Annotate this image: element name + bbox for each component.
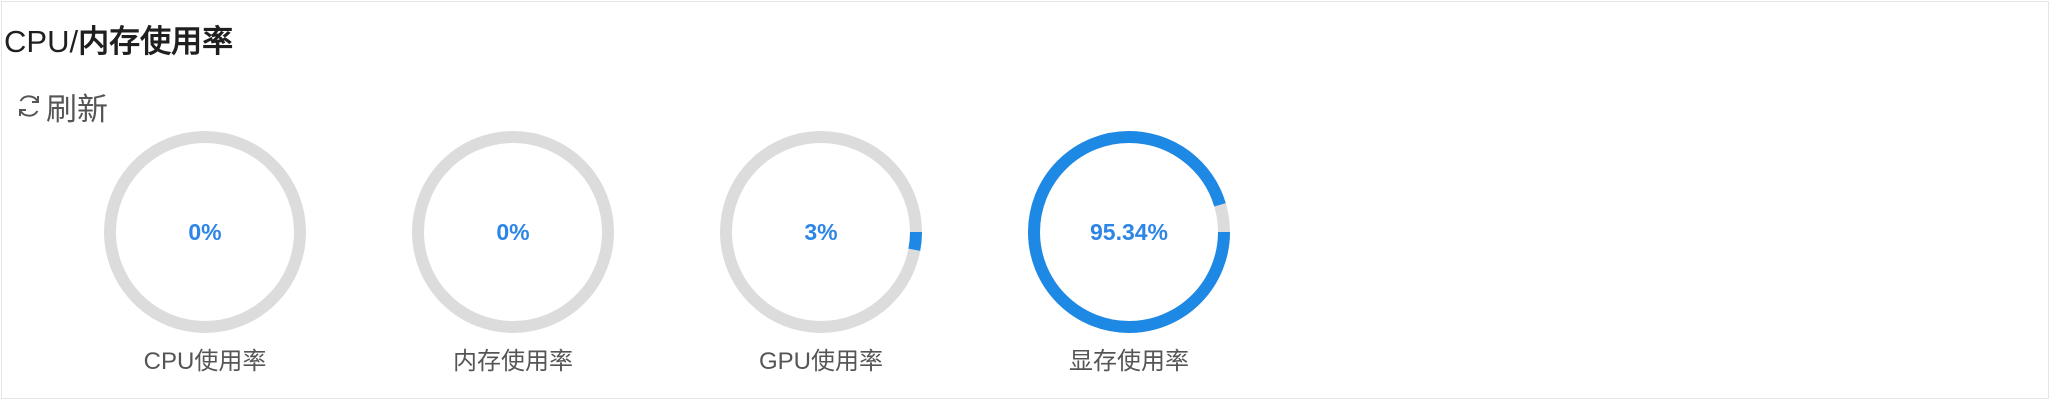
- gauge-gpu: 3% GPU使用率: [716, 127, 926, 375]
- gauge-label: CPU使用率: [143, 348, 267, 375]
- panel-title: CPU/内存使用率: [4, 16, 233, 61]
- gauge-memory: 0% 内存使用率: [408, 127, 618, 375]
- panel-title-prefix: CPU/: [4, 24, 79, 59]
- gauge-vram-ring: 95.34%: [1028, 131, 1230, 333]
- gauge-label: GPU使用率: [758, 348, 883, 375]
- gauge-cpu: 0% CPU使用率: [100, 127, 310, 375]
- gauge-label: 显存使用率: [1069, 348, 1189, 375]
- refresh-label: 刷新: [46, 91, 108, 127]
- gauge-value-text: 0%: [496, 219, 529, 245]
- gauge-vram: 95.34% 显存使用率: [1024, 127, 1234, 375]
- gauge-fill-arc: [1028, 131, 1230, 333]
- gauge-value-text: 0%: [188, 219, 221, 245]
- usage-panel: CPU/内存使用率 刷新 0% CPU使用率 0% 内存使用率 3%: [1, 1, 2049, 399]
- gauge-fill-arc: [720, 131, 922, 333]
- refresh-icon: [19, 95, 39, 117]
- panel-title-text: 内存使用率: [78, 24, 234, 59]
- gauge-value-text: 95.34%: [1090, 219, 1168, 245]
- gauge-gpu-ring: 3%: [720, 131, 922, 333]
- gauge-cpu-ring: 0%: [104, 131, 306, 333]
- refresh-button[interactable]: 刷新: [14, 86, 108, 127]
- gauge-label: 内存使用率: [453, 348, 573, 375]
- gauge-track: [412, 131, 614, 333]
- gauge-value-text: 3%: [804, 219, 837, 245]
- gauge-track: [104, 131, 306, 333]
- gauge-memory-ring: 0%: [412, 131, 614, 333]
